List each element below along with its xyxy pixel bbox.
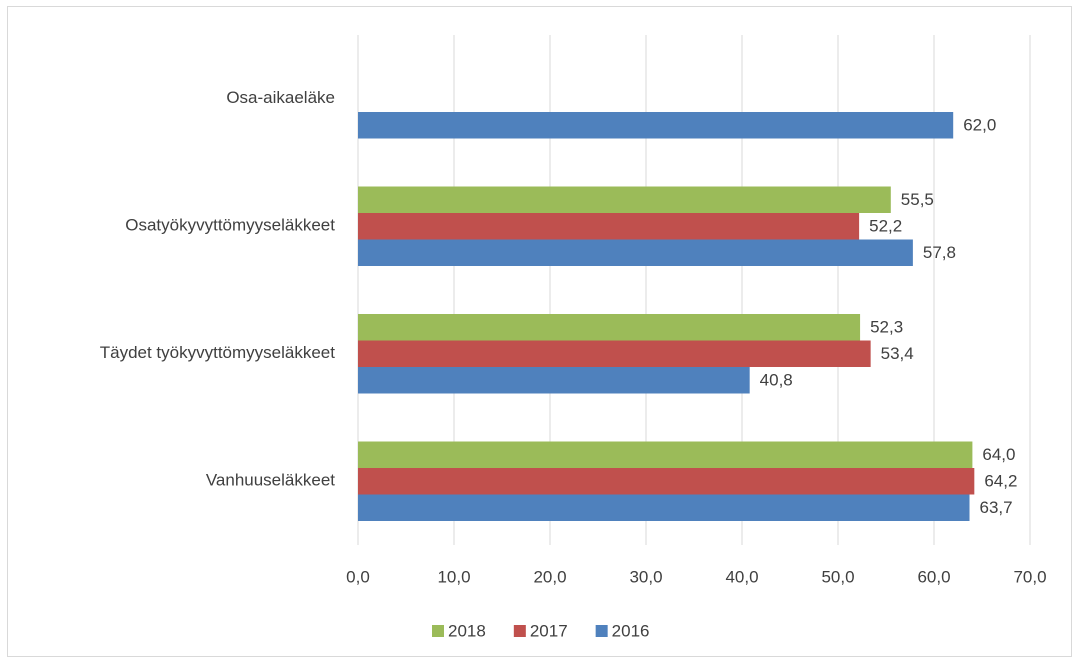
value-label: 40,8 <box>760 371 793 390</box>
x-tick-label: 50,0 <box>821 567 854 586</box>
y-tick-label: Vanhuuseläkkeet <box>206 471 335 490</box>
bar <box>358 367 750 394</box>
bar <box>358 340 871 367</box>
y-tick-label: Osatyökyvyttömyyseläkkeet <box>125 216 335 235</box>
legend-label: 2017 <box>530 621 568 640</box>
y-tick-label: Osa-aikaeläke <box>226 88 335 107</box>
value-label: 53,4 <box>881 344 914 363</box>
bar <box>358 468 975 495</box>
bar <box>358 112 954 139</box>
legend-label: 2016 <box>612 621 650 640</box>
bar <box>358 314 861 341</box>
x-tick-label: 20,0 <box>533 567 566 586</box>
bar <box>358 186 891 213</box>
value-label: 64,2 <box>984 472 1017 491</box>
legend-swatch <box>432 625 444 637</box>
x-tick-label: 30,0 <box>629 567 662 586</box>
x-tick-label: 10,0 <box>437 567 470 586</box>
y-tick-label: Täydet työkyvyttömyyseläkkeet <box>100 343 336 362</box>
legend-label: 2018 <box>448 621 486 640</box>
x-tick-label: 40,0 <box>725 567 758 586</box>
value-label: 64,0 <box>982 445 1015 464</box>
value-label: 63,7 <box>980 498 1013 517</box>
legend-swatch <box>595 625 608 637</box>
value-label: 55,5 <box>901 190 934 209</box>
bar <box>358 239 913 266</box>
value-label: 62,0 <box>963 116 996 135</box>
x-tick-label: 70,0 <box>1013 567 1046 586</box>
value-label: 52,3 <box>870 318 903 337</box>
bar <box>358 494 970 521</box>
value-label: 52,2 <box>869 217 902 236</box>
legend-swatch <box>513 625 526 637</box>
bar <box>358 213 860 240</box>
value-label: 57,8 <box>923 243 956 262</box>
bar <box>358 441 973 468</box>
x-tick-label: 0,0 <box>346 567 370 586</box>
x-tick-label: 60,0 <box>917 567 950 586</box>
